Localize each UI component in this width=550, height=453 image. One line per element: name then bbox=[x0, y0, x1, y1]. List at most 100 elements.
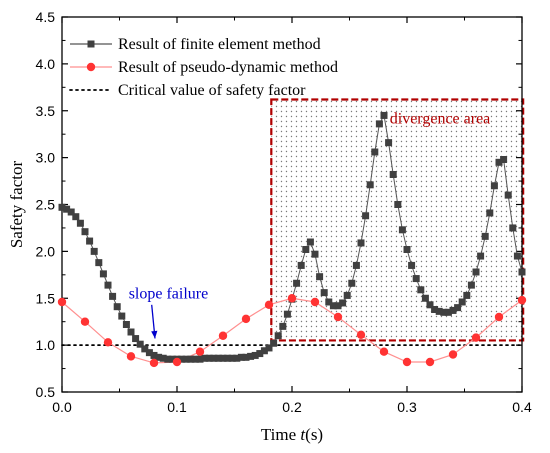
y-tick-label: 3.5 bbox=[36, 103, 56, 119]
fem-point bbox=[408, 261, 416, 269]
divergence-area-border bbox=[270, 98, 525, 342]
legend-fem-label: Result of finite element method bbox=[118, 36, 321, 53]
fem-point bbox=[205, 354, 213, 362]
fem-point bbox=[339, 299, 347, 307]
fem-point bbox=[247, 352, 255, 360]
pdm-point bbox=[80, 317, 90, 326]
fem-point bbox=[141, 345, 149, 353]
pdm-point bbox=[333, 312, 343, 322]
fem-point bbox=[81, 228, 89, 236]
fem-point bbox=[113, 303, 121, 311]
fem-point bbox=[486, 209, 494, 217]
pdm-point bbox=[310, 297, 320, 307]
fem-point bbox=[164, 355, 172, 363]
legend-pdm-label: Result of pseudo-dynamic method bbox=[118, 59, 338, 76]
fem-point bbox=[159, 354, 167, 362]
fem-point bbox=[228, 354, 236, 362]
fem-point bbox=[394, 201, 402, 208]
divergence-region-layer bbox=[270, 98, 525, 342]
fem-point bbox=[343, 291, 351, 299]
pdm-point bbox=[425, 357, 435, 367]
fem-point bbox=[233, 354, 241, 362]
legend-pdm-marker bbox=[86, 62, 96, 72]
pdm-point bbox=[264, 300, 274, 310]
fem-point bbox=[311, 250, 319, 258]
pdm-point bbox=[57, 297, 67, 307]
fem-point bbox=[421, 294, 429, 302]
fem-point bbox=[182, 355, 190, 363]
fem-point bbox=[145, 349, 153, 357]
pdm-point bbox=[126, 352, 136, 361]
pdm-point bbox=[448, 350, 458, 359]
divergence-area-fill bbox=[271, 99, 524, 341]
legend: Result of finite element method Result o… bbox=[69, 36, 338, 99]
fem-point bbox=[251, 351, 259, 359]
fem-point bbox=[168, 355, 176, 363]
fem-point bbox=[86, 237, 94, 245]
pdm-point bbox=[103, 338, 113, 347]
pdm-point bbox=[471, 333, 481, 342]
fem-point bbox=[210, 354, 218, 362]
fem-point bbox=[122, 321, 130, 328]
fem-point bbox=[500, 156, 508, 163]
y-tick-label: 4.5 bbox=[36, 9, 56, 25]
fem-point bbox=[426, 301, 434, 309]
fem-point bbox=[132, 335, 140, 343]
fem-point bbox=[320, 289, 328, 297]
fem-point bbox=[260, 347, 268, 355]
pdm-point bbox=[172, 357, 182, 367]
series-layer bbox=[57, 111, 527, 368]
fem-point bbox=[509, 224, 517, 232]
fem-point bbox=[380, 111, 388, 119]
fem-point bbox=[435, 307, 443, 315]
pdm-point bbox=[149, 358, 159, 368]
fem-point bbox=[366, 181, 374, 189]
fem-point bbox=[385, 139, 393, 147]
fem-point bbox=[403, 246, 411, 253]
fem-point bbox=[454, 304, 462, 312]
fem-point bbox=[196, 355, 204, 363]
fem-point bbox=[334, 302, 342, 310]
fem-point bbox=[449, 306, 457, 314]
fem-point bbox=[118, 312, 126, 320]
x-tick-label: 0.3 bbox=[397, 399, 417, 415]
fem-point bbox=[371, 148, 379, 156]
fem-point bbox=[348, 279, 356, 287]
fem-point bbox=[95, 259, 103, 267]
fem-point bbox=[504, 191, 512, 199]
pdm-point bbox=[356, 330, 366, 340]
fem-point bbox=[297, 261, 305, 269]
pdm-point bbox=[402, 357, 412, 367]
x-tick-label: 0.1 bbox=[167, 399, 187, 415]
pdm-point bbox=[218, 331, 228, 340]
fem-point bbox=[362, 212, 370, 220]
fem-point bbox=[150, 351, 158, 359]
fem-point bbox=[440, 308, 448, 316]
fem-point bbox=[513, 252, 521, 260]
fem-point bbox=[283, 310, 291, 318]
fem-point bbox=[63, 205, 71, 213]
y-tick-label: 4.0 bbox=[36, 56, 56, 72]
pdm-point bbox=[494, 312, 504, 322]
fem-point bbox=[178, 355, 186, 363]
fem-point bbox=[306, 238, 314, 246]
fem-point bbox=[127, 328, 135, 336]
fem-point bbox=[279, 322, 287, 330]
slope-failure-arrowhead bbox=[151, 330, 158, 339]
fem-point bbox=[76, 219, 84, 227]
y-tick-label: 2.0 bbox=[36, 243, 56, 259]
fem-point bbox=[191, 355, 199, 363]
legend-fem-marker bbox=[87, 40, 95, 48]
fem-point bbox=[495, 158, 503, 166]
fem-point bbox=[389, 171, 397, 178]
fem-point bbox=[329, 302, 337, 310]
y-tick-label: 0.5 bbox=[36, 384, 56, 400]
fem-point bbox=[490, 182, 498, 190]
fem-point bbox=[219, 354, 227, 362]
divergence-area-label: divergence area bbox=[390, 110, 491, 127]
fem-point bbox=[90, 247, 98, 255]
fem-point bbox=[256, 350, 264, 358]
fem-point bbox=[375, 120, 383, 128]
fem-point bbox=[325, 298, 333, 306]
fem-point bbox=[99, 270, 107, 278]
